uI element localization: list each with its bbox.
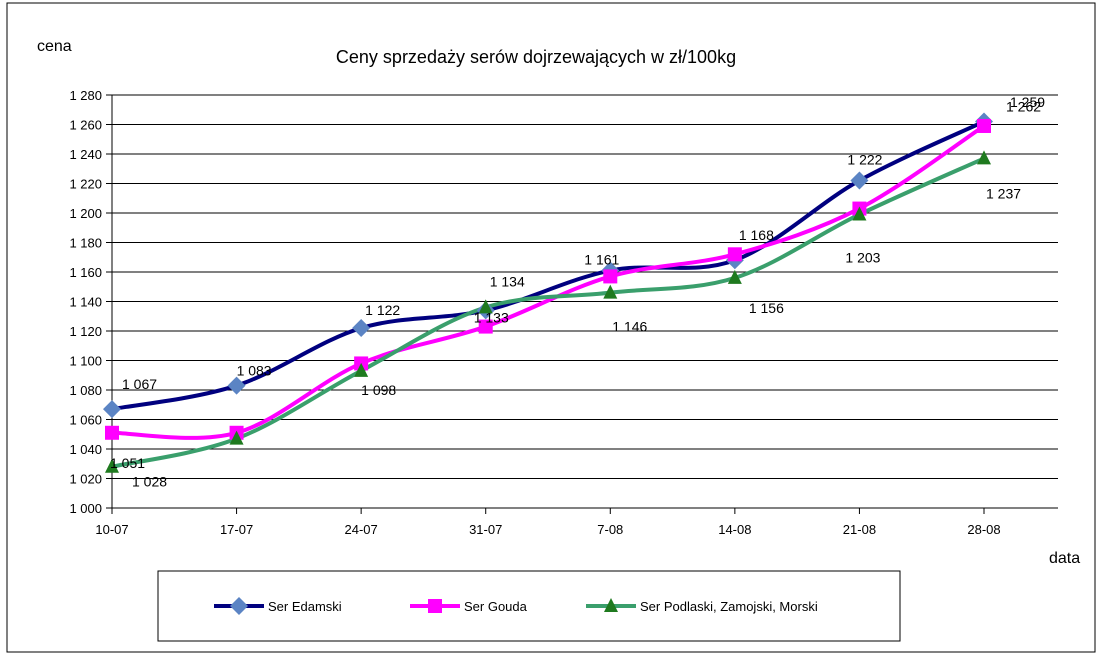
legend-label: Ser Gouda	[464, 599, 528, 614]
x-tick-labels: 10-07 17-07 24-07 31-07 7-08 14-08 21-08 28-08	[95, 522, 1000, 537]
x-tick-label: 10-07	[95, 522, 128, 537]
data-point-marker	[227, 376, 246, 395]
y-tick-label: 1 240	[69, 147, 102, 162]
data-label: 1 237	[986, 185, 1021, 201]
data-point-marker	[352, 319, 371, 338]
data-point-marker	[354, 362, 369, 377]
series-line-3	[111, 156, 985, 469]
y-tick-label: 1 220	[69, 177, 102, 192]
y-tick-label: 1 060	[69, 413, 102, 428]
data-point-marker	[727, 247, 742, 262]
legend-label: Ser Podlaski, Zamojski, Morski	[640, 599, 818, 614]
y-tick-label: 1 140	[69, 295, 102, 310]
data-label: 1 134	[490, 273, 525, 289]
data-label: 1 203	[845, 249, 880, 265]
series-line-1	[111, 119, 985, 412]
x-tick-label: 17-07	[220, 522, 253, 537]
data-point-marker	[977, 118, 991, 133]
y-tick-label: 1 100	[69, 354, 102, 369]
y-tick-label: 1 000	[69, 501, 102, 516]
data-label: 1 168	[739, 227, 774, 243]
data-label: 1 028	[132, 474, 167, 490]
data-point-marker	[850, 171, 869, 190]
data-label: 1 156	[749, 300, 784, 316]
legend-label: Ser Edamski	[268, 599, 342, 614]
y-tick-label: 1 160	[69, 265, 102, 280]
data-label: 1 067	[122, 376, 157, 392]
data-label: 1 051	[110, 455, 145, 471]
y-tick-label: 1 020	[69, 472, 102, 487]
x-tick-label: 24-07	[345, 522, 378, 537]
data-point-marker	[977, 150, 991, 165]
data-point-marker	[229, 430, 244, 445]
data-label: 1 083	[237, 363, 272, 379]
series-markers	[103, 112, 993, 473]
data-label: 1 222	[847, 152, 882, 168]
data-label: 1 098	[361, 382, 396, 398]
y-tick-label: 1 280	[69, 88, 102, 103]
data-label: 1 262	[1006, 99, 1041, 115]
data-point-marker	[478, 319, 493, 334]
data-point-marker	[727, 269, 742, 284]
data-point-marker	[603, 269, 618, 284]
x-tick-label: 14-08	[718, 522, 751, 537]
legend: Ser Edamski Ser Gouda Ser Podlaski, Zamojs…	[157, 570, 901, 642]
y-tick-label: 1 080	[69, 383, 102, 398]
data-point-marker	[478, 299, 493, 314]
chart-border	[6, 2, 1096, 653]
y-tick-label: 1 180	[69, 236, 102, 251]
data-label: 1 161	[584, 252, 619, 268]
y-axis-title: cena	[37, 38, 72, 55]
data-point-marker	[103, 400, 121, 419]
y-tick-label: 1 200	[69, 206, 102, 221]
x-tick-label: 28-08	[967, 522, 1000, 537]
chart-title: Ceny sprzedaży serów dojrzewających w zł…	[336, 47, 736, 67]
gridlines	[106, 94, 1058, 514]
x-tick-label: 31-07	[469, 522, 502, 537]
y-tick-label: 1 260	[69, 118, 102, 133]
data-point-marker	[105, 425, 119, 440]
legend-swatch-marker	[604, 598, 618, 612]
data-label: 1 122	[365, 302, 400, 318]
x-tick-label: 21-08	[843, 522, 876, 537]
data-label: 1 259	[1010, 94, 1045, 110]
legend-swatch-marker	[230, 597, 248, 615]
y-tick-label: 1 120	[69, 324, 102, 339]
data-label: 1 133	[474, 309, 509, 325]
data-point-marker	[105, 458, 119, 473]
data-label: 1 146	[612, 319, 647, 335]
y-tick-label: 1 040	[69, 442, 102, 457]
y-tick-labels: 1 000 1 020 1 040 1 060 1 080 1 100 1 120 1 140…	[69, 88, 102, 516]
data-labels: 1 067 1 083 1 122 1 134 1 161 1 168 1 222 1 262…	[110, 94, 1045, 490]
legend-swatch-marker	[428, 599, 442, 613]
legend-box	[157, 570, 901, 642]
x-tick-label: 7-08	[597, 522, 623, 537]
x-axis-title: data	[1049, 550, 1080, 567]
data-point-marker	[603, 284, 618, 299]
data-point-marker	[852, 206, 867, 221]
